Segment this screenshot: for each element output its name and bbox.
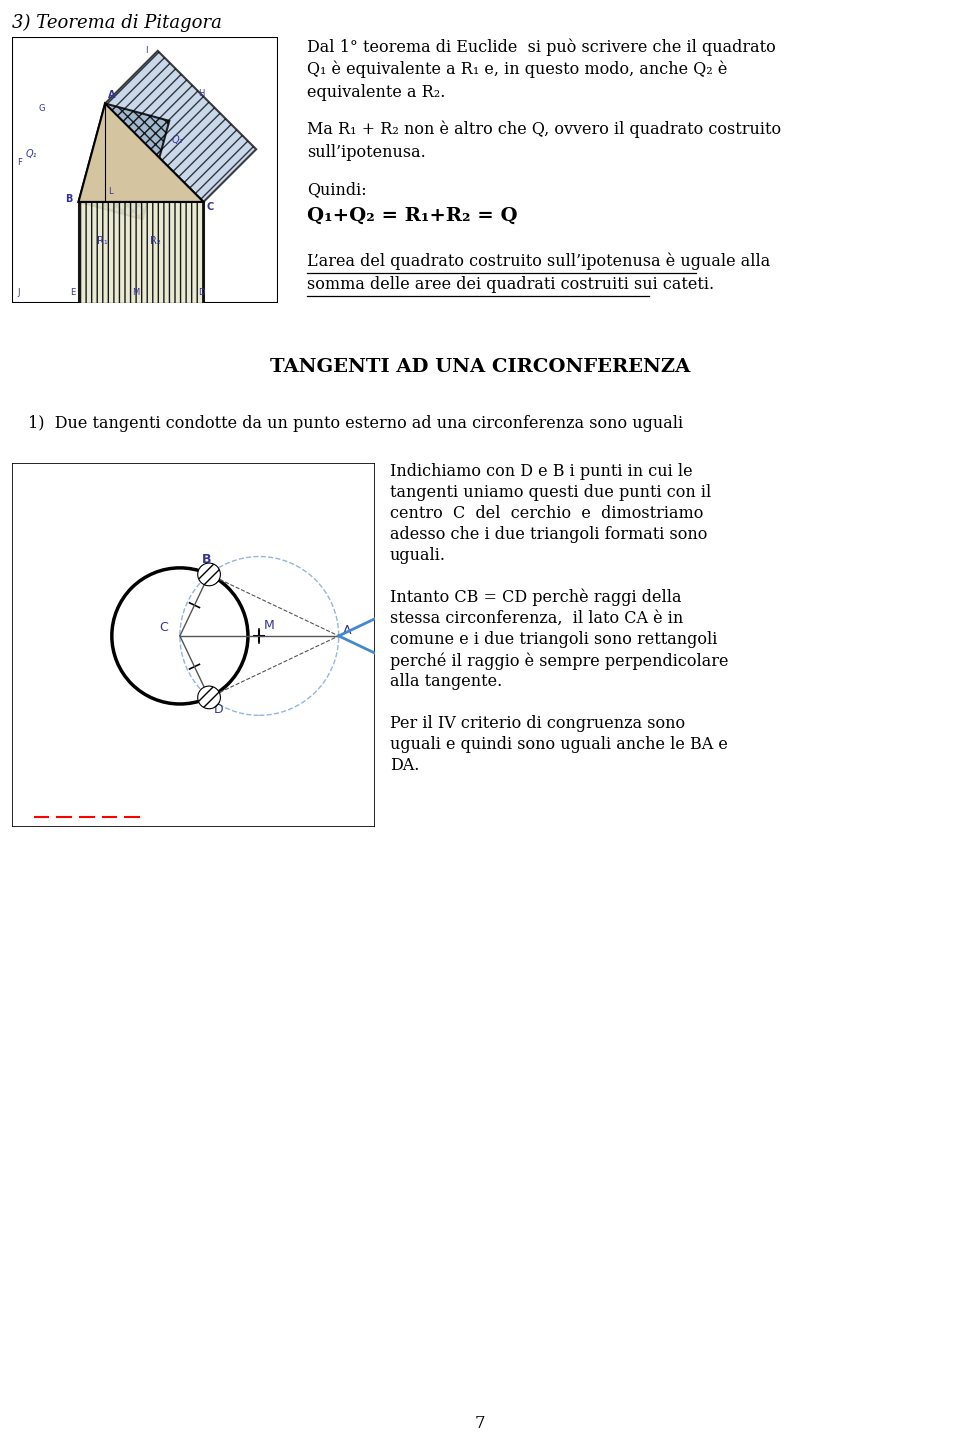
Text: Indichiamo con D e B i punti in cui le: Indichiamo con D e B i punti in cui le: [390, 464, 692, 480]
Text: Q₁ è equivalente a R₁ e, in questo modo, anche Q₂ è: Q₁ è equivalente a R₁ e, in questo modo,…: [307, 60, 728, 79]
Text: L: L: [108, 187, 112, 196]
Text: uguali e quindi sono uguali anche le BA e: uguali e quindi sono uguali anche le BA …: [390, 736, 728, 753]
Text: comune e i due triangoli sono rettangoli: comune e i due triangoli sono rettangoli: [390, 631, 717, 648]
Polygon shape: [105, 50, 256, 202]
Circle shape: [198, 685, 221, 708]
Text: Q₁+Q₂ = R₁+R₂ = Q: Q₁+Q₂ = R₁+R₂ = Q: [307, 207, 517, 225]
Text: 1)  Due tangenti condotte da un punto esterno ad una circonferenza sono uguali: 1) Due tangenti condotte da un punto est…: [28, 415, 684, 432]
Text: C: C: [206, 202, 213, 212]
Text: D: D: [198, 288, 204, 297]
Text: J: J: [17, 288, 20, 297]
Text: Quindi:: Quindi:: [307, 181, 367, 197]
Text: centro  C  del  cerchio  e  dimostriamo: centro C del cerchio e dimostriamo: [390, 505, 704, 521]
Text: Q₁: Q₁: [25, 148, 36, 158]
Text: somma delle aree dei quadrati costruiti sui cateti.: somma delle aree dei quadrati costruiti …: [307, 276, 714, 292]
Text: Dal 1° teorema di Euclide  si può scrivere che il quadrato: Dal 1° teorema di Euclide si può scriver…: [307, 37, 776, 56]
Circle shape: [198, 563, 221, 586]
Text: R₂: R₂: [151, 236, 161, 246]
Text: E: E: [70, 288, 76, 297]
Text: B: B: [65, 194, 73, 204]
Text: equivalente a R₂.: equivalente a R₂.: [307, 84, 445, 101]
Text: Intanto CB = CD perchè raggi della: Intanto CB = CD perchè raggi della: [390, 589, 682, 606]
Text: Per il IV criterio di congruenza sono: Per il IV criterio di congruenza sono: [390, 716, 685, 732]
Text: I: I: [145, 46, 148, 55]
Text: L’area del quadrato costruito sull’ipotenusa è uguale alla: L’area del quadrato costruito sull’ipote…: [307, 253, 770, 271]
Text: G: G: [38, 105, 45, 114]
Text: adesso che i due triangoli formati sono: adesso che i due triangoli formati sono: [390, 526, 708, 543]
Text: sull’ipotenusa.: sull’ipotenusa.: [307, 144, 425, 161]
Text: Q₂: Q₂: [172, 135, 183, 145]
Text: D: D: [213, 703, 224, 716]
Text: B: B: [203, 553, 212, 566]
Text: uguali.: uguali.: [390, 547, 446, 564]
Text: 3) Teorema di Pitagora: 3) Teorema di Pitagora: [12, 14, 222, 32]
Text: 7: 7: [474, 1416, 486, 1431]
Text: TANGENTI AD UNA CIRCONFERENZA: TANGENTI AD UNA CIRCONFERENZA: [270, 359, 690, 376]
Text: perché il raggio è sempre perpendicolare: perché il raggio è sempre perpendicolare: [390, 652, 729, 670]
Text: F: F: [17, 158, 22, 167]
Text: H: H: [198, 88, 204, 98]
Bar: [79, 202, 204, 327]
Polygon shape: [79, 104, 204, 202]
Text: M: M: [264, 619, 275, 632]
Text: Ma R₁ + R₂ non è altro che Q, ovvero il quadrato costruito: Ma R₁ + R₂ non è altro che Q, ovvero il …: [307, 121, 781, 138]
Text: A: A: [108, 91, 115, 101]
Text: tangenti uniamo questi due punti con il: tangenti uniamo questi due punti con il: [390, 484, 711, 501]
Text: R₁: R₁: [97, 236, 108, 246]
Text: alla tangente.: alla tangente.: [390, 672, 502, 690]
Polygon shape: [79, 104, 169, 219]
Text: M: M: [132, 288, 139, 297]
Text: A: A: [344, 624, 351, 636]
Text: C: C: [159, 622, 168, 635]
Text: stessa circonferenza,  il lato CA è in: stessa circonferenza, il lato CA è in: [390, 611, 684, 626]
Text: DA.: DA.: [390, 757, 420, 775]
